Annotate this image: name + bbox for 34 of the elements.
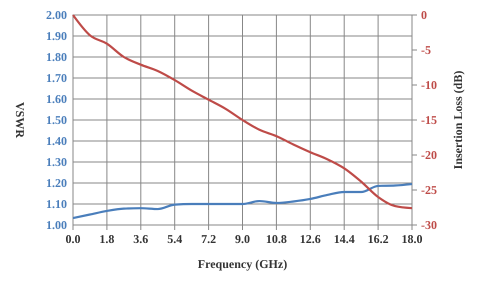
y-tick-label: 1.80 — [46, 50, 67, 64]
x-tick-label: 18.0 — [402, 232, 422, 246]
y2-tick-label: -15 — [421, 113, 437, 127]
y2-tick-label: 0 — [421, 8, 427, 22]
x-tick-label: 14.4 — [334, 232, 355, 246]
y2-tick-label: -5 — [421, 43, 431, 57]
y2-tick-label: -10 — [421, 78, 437, 92]
x-tick-label: 1.8 — [99, 232, 114, 246]
x-tick-label: 12.6 — [300, 232, 321, 246]
y2-tick-label: -20 — [421, 148, 437, 162]
x-tick-label: 16.2 — [368, 232, 389, 246]
y-tick-label: 1.60 — [46, 92, 67, 106]
line-series — [72, 182, 414, 220]
y-tick-label: 1.00 — [46, 218, 67, 232]
x-tick-label: 9.0 — [235, 232, 250, 246]
x-tick-label: 3.6 — [133, 232, 148, 246]
y-tick-label: 1.50 — [46, 113, 67, 127]
y-tick-label: 2.00 — [46, 8, 67, 22]
y-tick-label: 1.90 — [46, 29, 67, 43]
x-axis-title: Frequency (GHz) — [198, 257, 288, 271]
line-series — [72, 14, 414, 210]
x-tick-label: 5.4 — [167, 232, 182, 246]
y-tick-label: 1.40 — [46, 134, 67, 148]
x-tick-label: 0.0 — [66, 232, 80, 246]
y-tick-label: 1.30 — [46, 155, 67, 169]
y-tick-label: 1.10 — [46, 197, 67, 211]
x-tick-label: 10.8 — [266, 232, 287, 246]
y-tick-label: 1.20 — [46, 176, 67, 190]
y2-tick-label: -30 — [421, 218, 437, 232]
x-tick-label: 7.2 — [201, 232, 216, 246]
y2-axis-title: Insertion Loss (dB) — [451, 70, 465, 170]
y-tick-label: 1.70 — [46, 71, 67, 85]
y-axis-title: VSWR — [13, 102, 27, 138]
y2-tick-label: -25 — [421, 183, 437, 197]
